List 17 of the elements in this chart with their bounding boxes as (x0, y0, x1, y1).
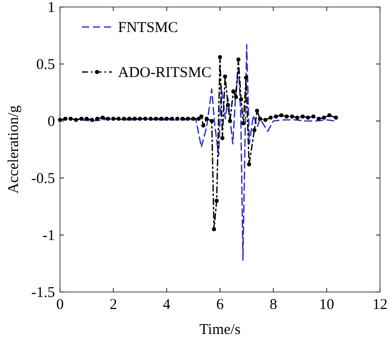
y-tick-label: 0 (48, 114, 55, 130)
y-tick-label: -0.5 (31, 171, 55, 187)
x-tick-label: 6 (216, 297, 224, 313)
y-tick-label: -1 (42, 228, 55, 244)
y-tick-label: 0.5 (36, 57, 55, 73)
y-tick-label: -1.5 (31, 285, 55, 301)
x-tick-label: 8 (270, 297, 278, 313)
x-tick-label: 12 (372, 297, 388, 313)
y-axis-title: Acceleration/g (6, 104, 22, 194)
legend-label: ADO-RITSMC (118, 65, 212, 81)
x-tick-label: 2 (110, 297, 118, 313)
x-tick-label: 10 (319, 297, 334, 313)
x-tick-label: 4 (162, 297, 171, 313)
x-axis-title: Time/s (199, 322, 241, 338)
legend-label: FNTSMC (118, 20, 178, 36)
y-tick-label: 1 (48, 0, 55, 16)
line-series (59, 44, 337, 261)
